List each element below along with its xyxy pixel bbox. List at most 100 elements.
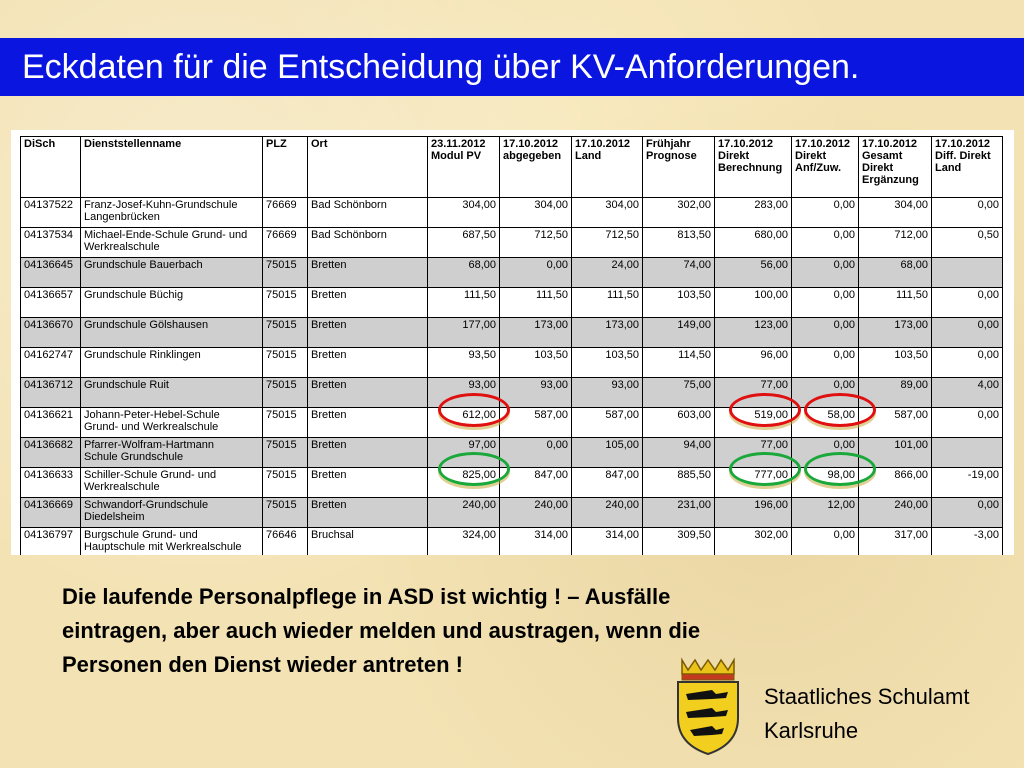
table-cell: 74,00 (642, 257, 715, 288)
table-cell: 0,00 (791, 317, 859, 348)
table-cell: 304,00 (858, 197, 932, 228)
table-cell: Bretten (307, 407, 428, 438)
cell-line: Schule Grundschule (84, 451, 184, 463)
table-row: 04162747 Grundschule Rinklingen 75015 Brett… (20, 347, 1003, 378)
table-cell: Bruchsal (307, 527, 428, 555)
table-cell: 304,00 (499, 197, 572, 228)
header-line: abgegeben (503, 150, 562, 162)
table-cell: 111,50 (571, 287, 643, 318)
table-cell (931, 257, 1003, 288)
table-cell: 93,00 (499, 377, 572, 408)
header-line: 17.10.2012 (935, 138, 991, 150)
table-cell: Bretten (307, 437, 428, 468)
table-cell: 177,00 (427, 317, 500, 348)
org-line: Karlsruhe (764, 718, 859, 743)
cell-line: Grundschule Büchig (84, 289, 184, 301)
table-cell: 94,00 (642, 437, 715, 468)
table-cell: 283,00 (714, 197, 792, 228)
table-cell: 04162747 (20, 347, 81, 378)
table-cell: 04136657 (20, 287, 81, 318)
table-cell: 75,00 (642, 377, 715, 408)
table-cell: 847,00 (499, 467, 572, 498)
table-cell: 93,50 (427, 347, 500, 378)
table-cell: 0,00 (791, 227, 859, 258)
table-cell: 75015 (262, 407, 308, 438)
table-cell: 75015 (262, 437, 308, 468)
cell-line: Langenbrücken (84, 211, 160, 223)
table-cell: 0,00 (499, 257, 572, 288)
table-cell: Schiller-Schule Grund- und Werkrealschule (80, 467, 263, 498)
table-cell: 105,00 (571, 437, 643, 468)
header-line: Direkt (718, 150, 750, 162)
table-cell: 304,00 (427, 197, 500, 228)
table-cell: Bad Schönborn (307, 197, 428, 228)
header-line: Direkt (862, 162, 894, 174)
table-cell: 0,00 (791, 287, 859, 318)
table-cell: 885,50 (642, 467, 715, 498)
table-cell: 0,00 (931, 197, 1003, 228)
slide-title: Eckdaten für die Entscheidung über KV-An… (0, 38, 1024, 96)
table-cell: 24,00 (571, 257, 643, 288)
table-cell: 111,50 (858, 287, 932, 318)
org-line: Staatliches Schulamt (764, 684, 970, 709)
cell-line: Grundschule Ruit (84, 379, 169, 391)
table-cell: 173,00 (571, 317, 643, 348)
table-cell: 0,00 (791, 347, 859, 378)
cell-line: Grundschule Rinklingen (84, 349, 201, 361)
table-cell: Grundschule Gölshausen (80, 317, 263, 348)
highlight-ring-red (804, 393, 876, 427)
table-cell: 0,00 (499, 437, 572, 468)
note-line: Personen den Dienst wieder antreten ! (62, 652, 463, 677)
table-cell: 68,00 (427, 257, 500, 288)
table-cell: 103,50 (499, 347, 572, 378)
table-cell: 103,50 (642, 287, 715, 318)
table-cell: 0,00 (931, 317, 1003, 348)
table-cell: 04137534 (20, 227, 81, 258)
highlight-ring-green (438, 452, 510, 486)
table-cell: 04136797 (20, 527, 81, 555)
table-cell: 56,00 (714, 257, 792, 288)
column-header: 17.10.2012 Gesamt Direkt Ergänzung (858, 136, 932, 198)
highlight-ring-green (804, 452, 876, 486)
column-header: 17.10.2012 Direkt Berechnung (714, 136, 792, 198)
note-line: Die laufende Personalpflege in ASD ist w… (62, 584, 671, 609)
cell-line: Pfarrer-Wolfram-Hartmann (84, 439, 214, 451)
table-cell: 75015 (262, 377, 308, 408)
header-line: DiSch (24, 138, 56, 150)
header-line: 17.10.2012 (862, 138, 918, 150)
table-cell: Bretten (307, 257, 428, 288)
column-header: Dienststellenname (80, 136, 263, 198)
table-cell: Schwandorf-Grundschule Diedelsheim (80, 497, 263, 528)
column-header: 23.11.2012 Modul PV (427, 136, 500, 198)
table-cell: 123,00 (714, 317, 792, 348)
cell-line: Werkrealschule (84, 241, 160, 253)
cell-line: Werkrealschule (84, 481, 160, 493)
table-row: 04136797 Burgschule Grund- und Hauptschule… (20, 527, 1003, 555)
table-row: 04136645 Grundschule Bauerbach 75015 Brette… (20, 257, 1003, 288)
table-row: 04137522 Franz-Josef-Kuhn-Grundschule Lang… (20, 197, 1003, 228)
table-cell: 0,00 (791, 197, 859, 228)
header-line: 23.11.2012 (431, 138, 486, 150)
table-cell: 0,00 (931, 497, 1003, 528)
table-cell: 847,00 (571, 467, 643, 498)
table-cell: 813,50 (642, 227, 715, 258)
table-cell: 173,00 (858, 317, 932, 348)
table-cell: 103,50 (858, 347, 932, 378)
table-cell: 0,00 (931, 407, 1003, 438)
table-cell: Grundschule Rinklingen (80, 347, 263, 378)
table-cell: 76669 (262, 227, 308, 258)
table-cell: 231,00 (642, 497, 715, 528)
table-cell: 240,00 (427, 497, 500, 528)
table-cell: 149,00 (642, 317, 715, 348)
table-cell: 75015 (262, 497, 308, 528)
column-header: PLZ (262, 136, 308, 198)
highlight-ring-red (729, 393, 801, 427)
header-line: Prognose (646, 150, 697, 162)
column-header: 17.10.2012 Direkt Anf/Zuw. (791, 136, 859, 198)
table-cell: 0,00 (931, 287, 1003, 318)
table-cell: 324,00 (427, 527, 500, 555)
header-line: 17.10.2012 (575, 138, 631, 150)
table-cell: 0,00 (931, 347, 1003, 378)
table-cell: -19,00 (931, 467, 1003, 498)
table-cell: 04136621 (20, 407, 81, 438)
